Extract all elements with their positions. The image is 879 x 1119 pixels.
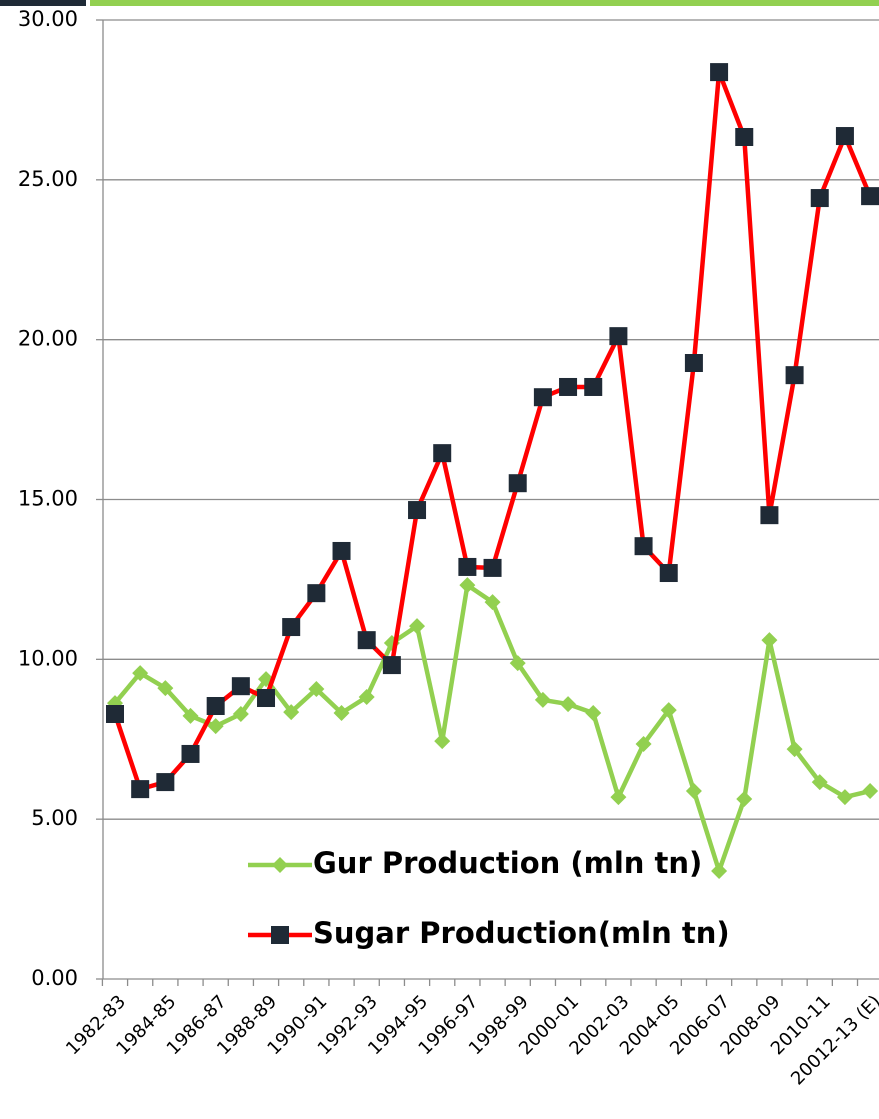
- point: [533, 388, 552, 407]
- point: [786, 741, 803, 758]
- point: [711, 862, 728, 879]
- point: [710, 63, 729, 82]
- point: [810, 189, 829, 208]
- point: [382, 656, 401, 675]
- point: [231, 677, 250, 696]
- point: [685, 783, 702, 800]
- point: [509, 655, 526, 672]
- y-tick-label: 0.00: [31, 966, 78, 990]
- point: [157, 680, 174, 697]
- point: [408, 501, 427, 520]
- point: [484, 594, 501, 611]
- point: [836, 789, 853, 806]
- point: [283, 704, 300, 721]
- point: [358, 689, 375, 706]
- legend-label: Sugar Production(mln tn): [313, 916, 730, 950]
- point: [357, 631, 376, 650]
- point: [206, 697, 225, 716]
- y-tick-label: 15.00: [18, 487, 78, 511]
- point: [635, 736, 652, 753]
- point: [760, 506, 779, 525]
- y-tick-label: 10.00: [18, 646, 78, 670]
- point: [308, 681, 325, 698]
- point: [332, 541, 351, 560]
- header-bar: [90, 0, 879, 6]
- header-block: [0, 0, 86, 6]
- point: [811, 774, 828, 791]
- y-tick-label: 30.00: [18, 7, 78, 31]
- point: [257, 689, 276, 708]
- point: [132, 665, 149, 682]
- point: [861, 187, 879, 206]
- point: [584, 377, 603, 396]
- legend-label: Gur Production (mln tn): [313, 846, 702, 880]
- point: [434, 733, 451, 750]
- point: [634, 537, 653, 556]
- point: [862, 783, 879, 800]
- point: [559, 377, 578, 396]
- point: [659, 564, 678, 583]
- series: [106, 63, 879, 799]
- point: [106, 704, 124, 723]
- point: [458, 557, 477, 576]
- point: [131, 780, 150, 799]
- point: [735, 127, 754, 146]
- y-tick-label: 5.00: [31, 806, 78, 830]
- point: [585, 705, 602, 722]
- point: [660, 702, 677, 719]
- series: [107, 577, 879, 879]
- y-tick-label: 25.00: [18, 167, 78, 191]
- point: [508, 474, 527, 493]
- point: [610, 789, 627, 806]
- point: [609, 327, 628, 346]
- point: [333, 705, 350, 722]
- point: [409, 618, 426, 635]
- point: [761, 632, 778, 649]
- point: [835, 127, 854, 146]
- point: [271, 926, 289, 944]
- point: [182, 707, 199, 724]
- point: [534, 691, 551, 708]
- point: [736, 791, 753, 808]
- point: [785, 366, 804, 385]
- point: [207, 718, 224, 735]
- point: [684, 354, 703, 373]
- point: [560, 696, 577, 713]
- point: [232, 705, 249, 722]
- point: [433, 444, 452, 463]
- point: [483, 558, 502, 577]
- series-line: [113, 582, 871, 874]
- point: [282, 618, 301, 637]
- point: [181, 744, 200, 763]
- point: [272, 857, 288, 873]
- point: [307, 584, 326, 603]
- point: [156, 773, 175, 792]
- point: [459, 577, 476, 594]
- y-tick-label: 20.00: [18, 327, 78, 351]
